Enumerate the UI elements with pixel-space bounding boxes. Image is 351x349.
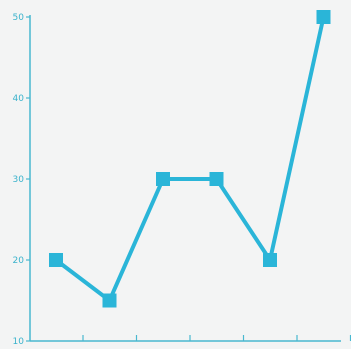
- y-tick-label: 50: [13, 13, 25, 23]
- data-point-marker: [209, 172, 224, 186]
- y-tick-label: 10: [13, 337, 25, 347]
- data-point-marker: [102, 293, 117, 308]
- data-point-marker: [49, 253, 63, 267]
- series-line: [54, 15, 326, 303]
- y-tick-label: 20: [13, 256, 25, 266]
- y-tick-label: 40: [13, 94, 25, 104]
- data-point-marker: [316, 10, 331, 24]
- data-point-marker: [156, 172, 170, 186]
- y-tick-label: 30: [13, 175, 25, 185]
- data-point-marker: [263, 253, 277, 267]
